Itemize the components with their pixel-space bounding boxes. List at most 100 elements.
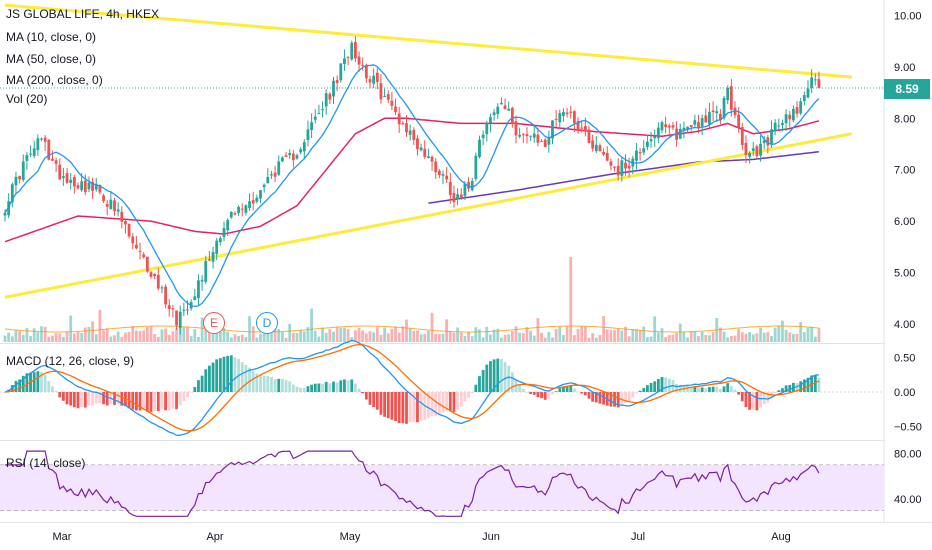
macd-hist-bar [711, 386, 715, 392]
macd-tick-label: −0.50 [894, 422, 922, 434]
candle-body [397, 113, 401, 125]
candle-body [616, 165, 620, 176]
candle-body [182, 309, 186, 311]
volume-bar [711, 332, 715, 342]
macd-hist-bar [335, 382, 339, 392]
macd-hist-bar [788, 384, 792, 392]
macd-hist-bar [18, 379, 21, 392]
volume-bar [817, 328, 821, 342]
trendline-upper [4, 3, 852, 79]
candle-body [21, 161, 25, 180]
volume-bar [456, 327, 459, 342]
volume-bar [233, 334, 237, 342]
volume-bar [397, 332, 401, 342]
time-tick-label: Mar [53, 531, 72, 543]
candle-body [708, 111, 711, 125]
candle-body [328, 93, 332, 100]
candle-body [587, 129, 591, 143]
volume-bar [678, 323, 682, 342]
volume-bar [500, 337, 503, 342]
candle-body [722, 97, 726, 119]
volume-bar [646, 337, 649, 342]
macd-hist-bar [171, 392, 175, 409]
candle-body [678, 128, 682, 139]
volume-bar [540, 332, 543, 342]
volume-bar [167, 334, 171, 342]
candle-body [503, 105, 507, 110]
macd-hist-bar [558, 388, 562, 392]
price-tick-label: 8.00 [894, 113, 915, 125]
macd-hist-bar [65, 392, 69, 405]
macd-hist-bar [394, 392, 397, 421]
macd-hist-bar [751, 392, 755, 410]
volume-bar [113, 335, 116, 342]
macd-hist-bar [277, 378, 281, 392]
volume-bar [189, 336, 193, 342]
macd-hist-bar [401, 392, 405, 424]
candle-body [583, 126, 587, 132]
volume-bar [583, 326, 587, 342]
ma10-legend[interactable]: MA (10, close, 0) [6, 30, 97, 44]
volume-bar [288, 323, 292, 342]
volume-bar [416, 330, 419, 342]
earnings-event-marker[interactable]: E [203, 312, 225, 334]
volume-bar [649, 336, 653, 342]
macd-hist-bar [562, 386, 565, 392]
macd-hist-bar [167, 392, 171, 411]
macd-hist-bar [273, 379, 277, 392]
volume-bar [386, 333, 390, 342]
candle-body [332, 80, 335, 97]
macd-hist-bar [233, 357, 237, 392]
candle-body [167, 305, 171, 309]
macd-hist-bar [138, 392, 142, 411]
volume-bar [164, 328, 167, 342]
macd-line [4, 339, 819, 437]
candle-body [419, 147, 423, 151]
volume-bar [69, 315, 73, 342]
volume-bar [116, 331, 120, 342]
macd-hist-bar [656, 379, 660, 392]
macd-hist-bar [270, 377, 273, 392]
candle-body [310, 122, 313, 130]
macd-hist-bar [624, 392, 627, 403]
rsi-legend[interactable]: RSI (14, close) [6, 456, 86, 470]
candle-body [259, 190, 262, 199]
volume-bar [682, 331, 686, 342]
candle-body [693, 120, 697, 125]
candle-body [364, 65, 368, 79]
candle-body [715, 111, 719, 114]
macd-hist-bar [766, 392, 770, 403]
candle-body [142, 254, 146, 258]
volume-bar [693, 331, 697, 342]
macd-hist-bar [25, 373, 29, 392]
volume-bar [343, 327, 346, 342]
volume-bar [14, 330, 18, 342]
macd-hist-bar [343, 379, 346, 392]
macd-hist-bar [500, 359, 503, 392]
signal-line [4, 343, 820, 432]
macd-hist-bar [244, 365, 248, 392]
volume-legend[interactable]: Vol (20) [6, 92, 48, 106]
volume-bar [105, 328, 109, 342]
volume-bar [726, 337, 730, 342]
candle-body [602, 151, 605, 155]
volume-bar [532, 335, 536, 342]
ma50-legend[interactable]: MA (50, close, 0) [6, 52, 97, 66]
volume-bar [635, 329, 638, 342]
candle-body [671, 125, 675, 128]
macd-hist-bar [478, 376, 481, 392]
macd-hist-bar [485, 364, 489, 392]
dividend-event-marker[interactable]: D [256, 312, 278, 334]
candle-body [83, 180, 87, 193]
volume-bar [7, 332, 11, 342]
candle-body [737, 114, 741, 128]
ma200-legend[interactable]: MA (200, close, 0) [6, 73, 103, 87]
macd-hist-bar [777, 390, 781, 392]
ma10-line [4, 64, 820, 308]
macd-legend[interactable]: MACD (12, 26, close, 9) [6, 354, 135, 368]
candle-body [594, 144, 598, 152]
candle-body [726, 87, 730, 101]
volume-bar [94, 334, 98, 342]
candle-body [437, 170, 441, 176]
